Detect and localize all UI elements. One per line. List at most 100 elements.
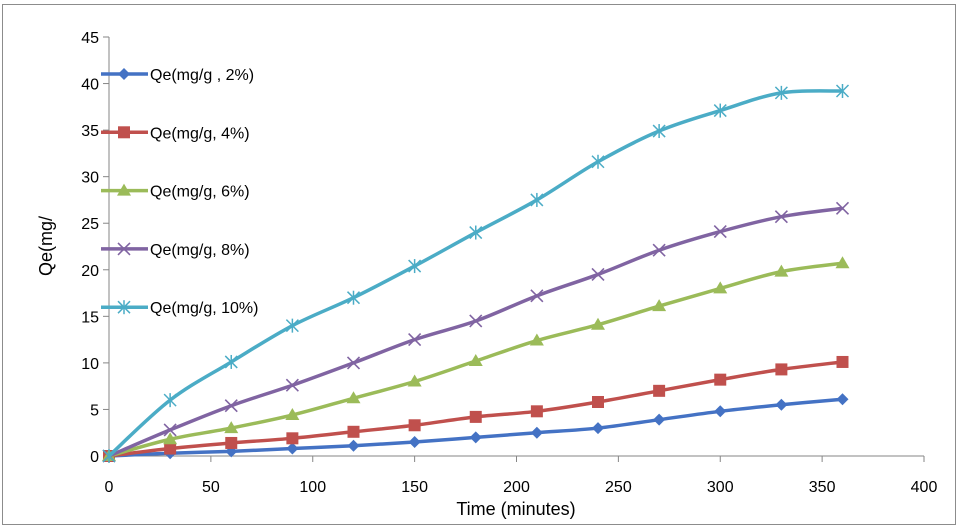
- y-tick-label: 25: [81, 216, 99, 233]
- data-point: [347, 425, 360, 438]
- data-point: [529, 333, 544, 346]
- data-point: [591, 317, 605, 330]
- data-point: [713, 281, 728, 294]
- y-tick-label: 15: [81, 309, 99, 326]
- data-point: [835, 201, 850, 215]
- data-point: [118, 126, 130, 139]
- data-point: [346, 290, 361, 305]
- data-point: [469, 314, 483, 328]
- data-point: [347, 439, 360, 452]
- x-tick-label: 150: [401, 479, 428, 496]
- data-point: [774, 85, 788, 100]
- legend-entry: Qe(mg/g, 8%): [101, 242, 250, 259]
- legend-entry: Qe(mg/g, 6%): [101, 183, 250, 201]
- data-point: [714, 373, 727, 386]
- x-tick-label: 400: [911, 479, 938, 496]
- data-point: [346, 356, 361, 370]
- data-point: [836, 393, 849, 406]
- data-point: [592, 395, 604, 408]
- legend-label: Qe(mg/g , 2%): [150, 67, 254, 84]
- data-point: [653, 384, 666, 397]
- data-point: [530, 405, 543, 418]
- data-point: [713, 103, 727, 118]
- data-point: [592, 422, 604, 435]
- series-1: [103, 393, 849, 462]
- data-point: [530, 192, 544, 207]
- series-line: [107, 89, 843, 458]
- data-point: [285, 378, 299, 392]
- data-point: [652, 299, 667, 312]
- data-point: [836, 355, 849, 368]
- data-point: [469, 410, 482, 423]
- ticks: 0 5 10 15 20 25 30 35 40 45 0 50 100 150 200 250 300 350 4…: [81, 30, 937, 496]
- data-point: [775, 398, 788, 411]
- data-point: [408, 419, 421, 432]
- data-point: [835, 84, 850, 99]
- data-point: [652, 124, 666, 139]
- data-point: [163, 423, 177, 437]
- data-point: [408, 333, 422, 347]
- series-layer: [102, 84, 850, 463]
- data-point: [591, 154, 605, 169]
- legend-label: Qe(mg/g, 8%): [150, 242, 250, 259]
- data-point: [163, 432, 178, 445]
- legend-entry: Qe(mg/g, 4%): [101, 125, 250, 142]
- series-line: [108, 397, 843, 458]
- data-point: [286, 442, 299, 455]
- data-point: [774, 210, 788, 224]
- data-point: [118, 68, 130, 80]
- x-tick-label: 250: [605, 479, 632, 496]
- data-point: [224, 354, 238, 369]
- legend: Qe(mg/g , 2%) Qe(mg/g, 4%) Qe(mg/g, 6%) Qe(…: [101, 67, 258, 317]
- data-point: [835, 256, 850, 269]
- y-tick-label: 45: [81, 30, 99, 47]
- data-point: [653, 413, 666, 426]
- data-point: [774, 264, 789, 277]
- data-point: [407, 374, 422, 387]
- data-point: [775, 363, 788, 376]
- x-tick-label: 350: [809, 479, 836, 496]
- data-point: [652, 243, 666, 257]
- y-tick-label: 30: [81, 170, 99, 187]
- data-point: [468, 354, 483, 367]
- data-point: [714, 405, 727, 418]
- data-point: [224, 421, 239, 434]
- legend-entry: Qe(mg/g , 2%): [101, 67, 254, 84]
- y-tick-label: 35: [81, 123, 99, 140]
- data-point: [408, 436, 421, 449]
- y-tick-label: 20: [81, 263, 99, 280]
- legend-label: Qe(mg/g, 6%): [150, 184, 250, 201]
- y-tick-label: 0: [90, 449, 99, 466]
- x-tick-label: 300: [707, 479, 734, 496]
- x-tick-label: 50: [202, 479, 220, 496]
- y-axis-title: Qe(mg/: [36, 216, 56, 276]
- x-axis-title: Time (minutes): [456, 499, 575, 519]
- data-point: [346, 391, 361, 404]
- data-point: [286, 432, 299, 445]
- x-tick-label: 0: [105, 479, 114, 496]
- data-point: [117, 183, 131, 196]
- data-point: [225, 436, 238, 449]
- data-point: [102, 449, 116, 463]
- data-point: [408, 259, 422, 274]
- legend-entry: Qe(mg/g, 10%): [101, 300, 258, 317]
- legend-label: Qe(mg/g, 10%): [150, 300, 258, 317]
- data-point: [285, 408, 300, 421]
- data-point: [117, 242, 131, 256]
- data-point: [117, 300, 131, 315]
- data-point: [164, 442, 177, 455]
- data-point: [530, 426, 543, 439]
- y-tick-label: 5: [90, 402, 99, 419]
- data-point: [163, 393, 177, 408]
- data-point: [713, 225, 727, 239]
- data-point: [469, 431, 482, 444]
- data-point: [591, 267, 605, 281]
- data-point: [285, 318, 299, 333]
- x-tick-label: 100: [299, 479, 326, 496]
- y-tick-label: 40: [81, 77, 99, 94]
- legend-label: Qe(mg/g, 4%): [150, 125, 250, 142]
- series-5: [102, 84, 850, 463]
- data-point: [469, 225, 483, 240]
- x-tick-label: 200: [503, 479, 530, 496]
